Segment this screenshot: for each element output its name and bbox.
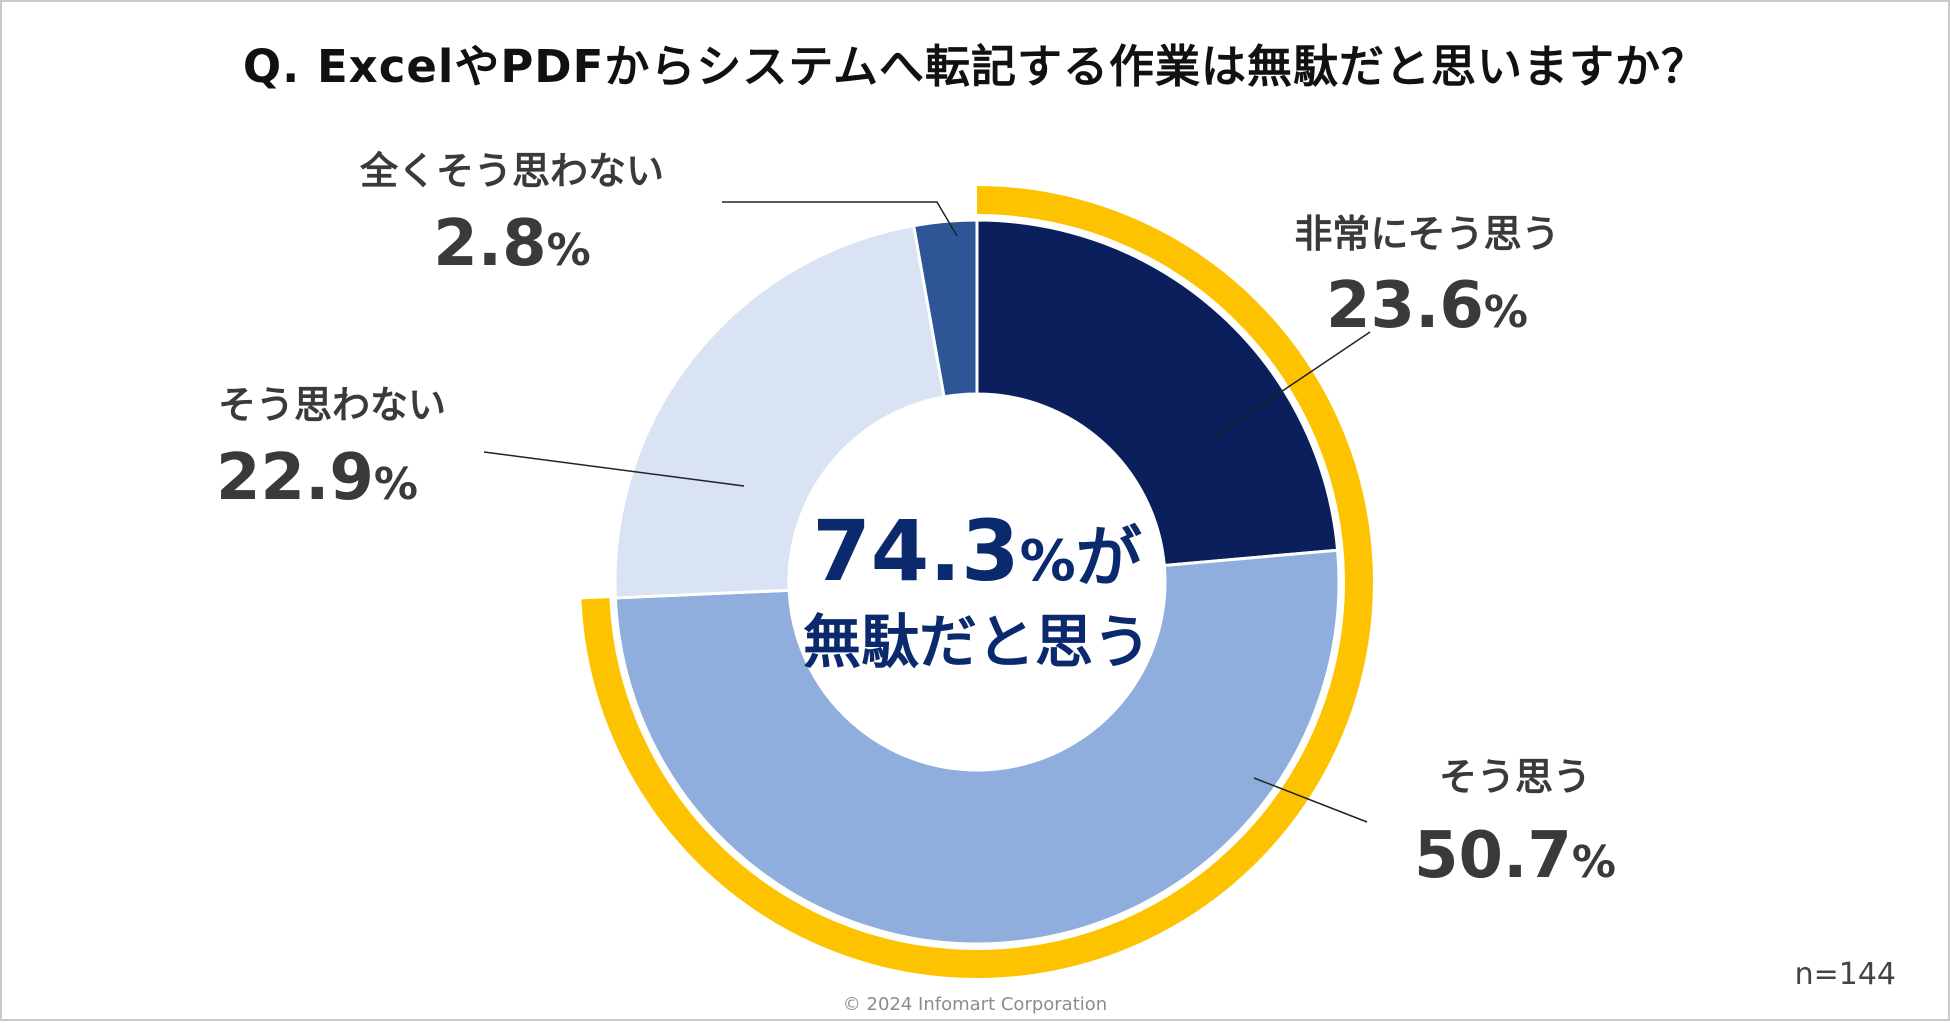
slice-strongly-disagree [911,218,979,399]
leader-line-agree [1253,777,1368,823]
slice-disagree [613,223,946,600]
label-disagree: そう思わない [218,383,446,427]
value-very-agree: 23.6% [1326,269,1528,343]
slice-very-agree [975,218,1340,568]
copyright-notice: © 2024 Infomart Corporation [842,994,1108,1015]
slice-agree [613,548,1341,946]
label-strongly-disagree: 全くそう思わない [359,149,664,193]
value-agree: 50.7% [1414,819,1616,893]
sample-size-label: n=144 [1794,957,1896,992]
leader-line-very-agree [1213,331,1371,438]
label-very-agree: 非常にそう思う [1294,212,1559,256]
value-strongly-disagree: 2.8% [433,207,590,281]
label-agree: そう思う [1439,755,1591,799]
chart-title: Q. ExcelやPDFからシステムへ転記する作業は無駄だと思いますか？ [242,40,1708,93]
leader-line-strongly-disagree [722,201,958,237]
center-caption: 無駄だと思う [803,608,1151,676]
leader-line-disagree [483,451,745,487]
center-percentage: 74.3%が [812,502,1141,600]
value-disagree: 22.9% [216,441,418,515]
